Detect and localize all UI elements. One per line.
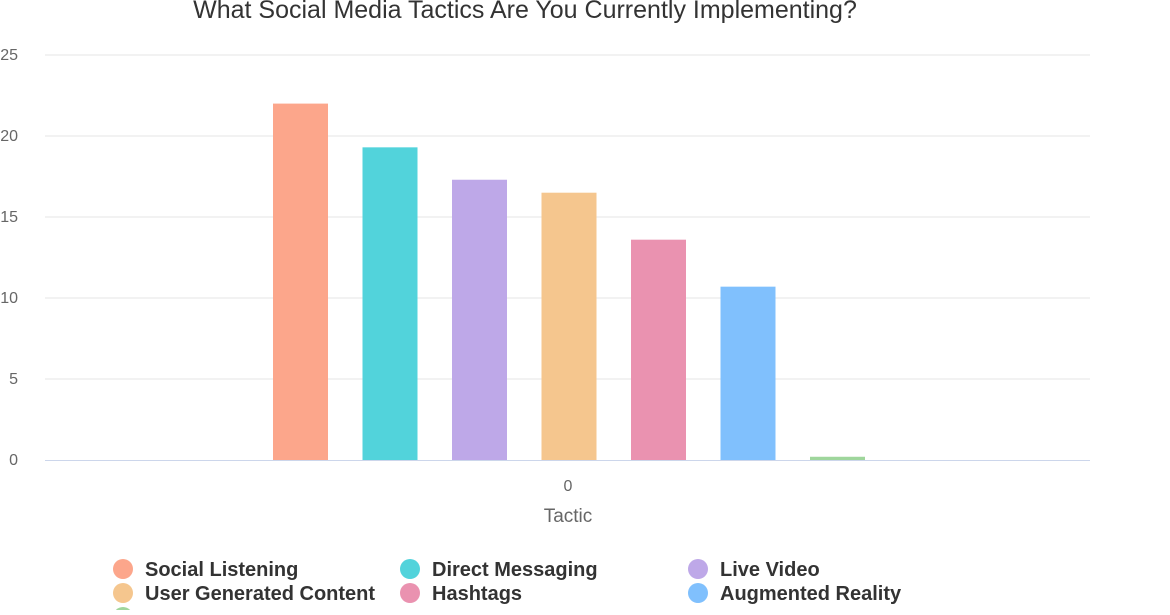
x-tick-label: 0 [564,478,573,495]
x-axis-title: Tactic [544,506,593,527]
legend-marker [400,583,420,603]
legend-marker [113,559,133,579]
legend-label: Hashtags [432,583,522,605]
legend-label: Live Video [720,559,820,581]
legend-label: Augmented Reality [720,583,902,605]
legend-marker [688,583,708,603]
y-tick-label: 20 [0,128,18,145]
legend-label: User Generated Content [145,583,375,605]
legend-marker [688,559,708,579]
bar[interactable] [720,286,776,460]
y-tick-label: 25 [0,47,18,64]
y-tick-label: 0 [9,452,18,469]
legend-marker [400,559,420,579]
bar[interactable] [273,103,328,460]
y-tick-label: 5 [9,371,18,388]
bar[interactable] [810,456,865,460]
legend-item[interactable]: Live Video [688,559,820,581]
y-tick-label: 15 [0,209,18,226]
legend-label: Social Listening [145,559,298,581]
legend-item[interactable]: Direct Messaging [400,559,598,581]
chart-title: What Social Media Tactics Are You Curren… [193,0,857,24]
bar[interactable] [631,239,686,460]
y-tick-label: 10 [0,290,18,307]
legend-item[interactable]: Hashtags [400,583,522,605]
bar-layer [273,103,865,461]
bar[interactable] [362,147,418,460]
bar[interactable] [541,192,597,460]
legend-item[interactable]: Augmented Reality [688,583,902,605]
legend-item[interactable]: User Generated Content [113,583,375,605]
legend: Social Listening Direct Messaging Live Vid… [113,559,902,615]
legend-label: Direct Messaging [432,559,598,581]
legend-item[interactable]: Social Listening [113,559,298,581]
bar[interactable] [452,179,507,461]
legend-marker [113,583,133,603]
